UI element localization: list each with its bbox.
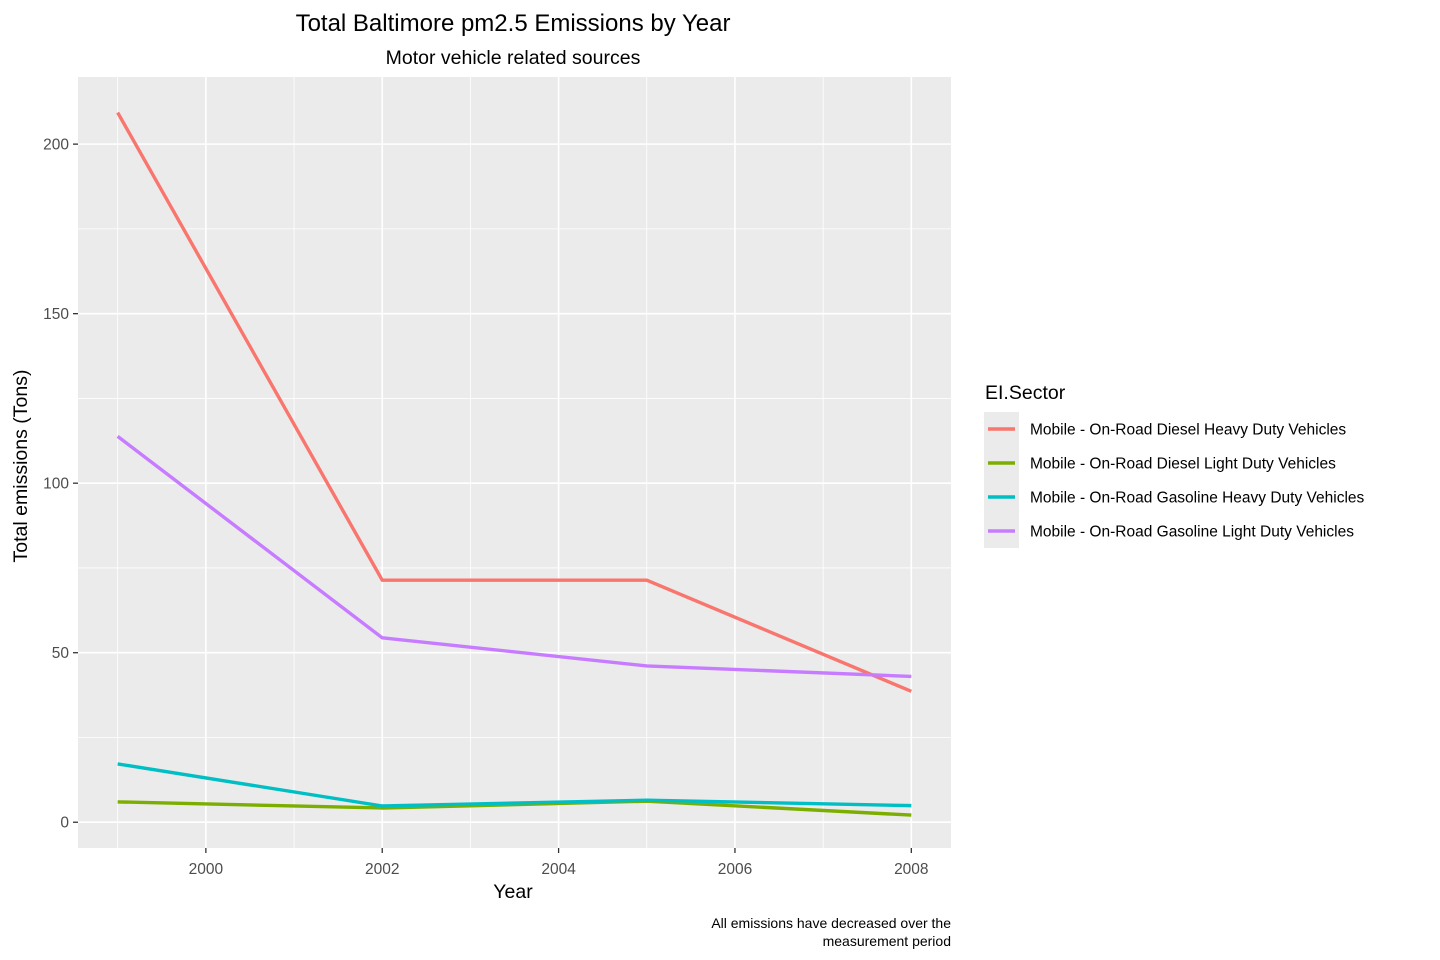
y-tick-label: 100 bbox=[43, 476, 69, 493]
series-line-4 bbox=[116, 435, 912, 679]
chart-subtitle: Motor vehicle related sources bbox=[386, 47, 641, 69]
y-axis: 0 50 100 150 200 bbox=[43, 137, 78, 832]
major-gridlines bbox=[78, 77, 951, 848]
series-line-3 bbox=[117, 762, 912, 808]
legend-items: Mobile - On-Road Diesel Heavy Duty Vehic… bbox=[984, 412, 1365, 548]
legend-label: Mobile - On-Road Gasoline Heavy Duty Veh… bbox=[1030, 490, 1365, 507]
y-tick-label: 0 bbox=[60, 815, 69, 832]
legend-label: Mobile - On-Road Diesel Light Duty Vehic… bbox=[1030, 456, 1336, 473]
legend: EI.Sector Mobile - On-Road Diesel Heavy … bbox=[984, 382, 1365, 548]
x-tick-label: 2008 bbox=[894, 861, 928, 878]
caption-line-2: measurement period bbox=[823, 933, 951, 949]
y-tick-label: 50 bbox=[52, 645, 70, 662]
plot-panel bbox=[78, 77, 951, 848]
y-tick-label: 150 bbox=[43, 306, 69, 323]
legend-label: Mobile - On-Road Gasoline Light Duty Veh… bbox=[1030, 524, 1354, 541]
minor-gridlines bbox=[78, 77, 951, 848]
x-tick-label: 2006 bbox=[718, 861, 752, 878]
x-tick-label: 2002 bbox=[365, 861, 399, 878]
x-axis-title: Year bbox=[493, 881, 533, 903]
chart-caption: All emissions have decreased over the me… bbox=[711, 915, 951, 949]
chart-title: Total Baltimore pm2.5 Emissions by Year bbox=[296, 10, 731, 37]
caption-line-1: All emissions have decreased over the bbox=[711, 915, 951, 931]
x-tick-label: 2004 bbox=[541, 861, 576, 878]
legend-label: Mobile - On-Road Diesel Heavy Duty Vehic… bbox=[1030, 422, 1346, 439]
series-lines bbox=[116, 111, 912, 817]
x-tick-label: 2000 bbox=[189, 861, 224, 878]
x-axis: 2000 2002 2004 2006 2008 bbox=[189, 848, 929, 878]
series-line-1 bbox=[116, 111, 912, 693]
legend-title: EI.Sector bbox=[985, 382, 1066, 404]
y-tick-label: 200 bbox=[43, 137, 69, 154]
panel-background bbox=[78, 77, 951, 848]
y-axis-title: Total emissions (Tons) bbox=[10, 370, 32, 563]
